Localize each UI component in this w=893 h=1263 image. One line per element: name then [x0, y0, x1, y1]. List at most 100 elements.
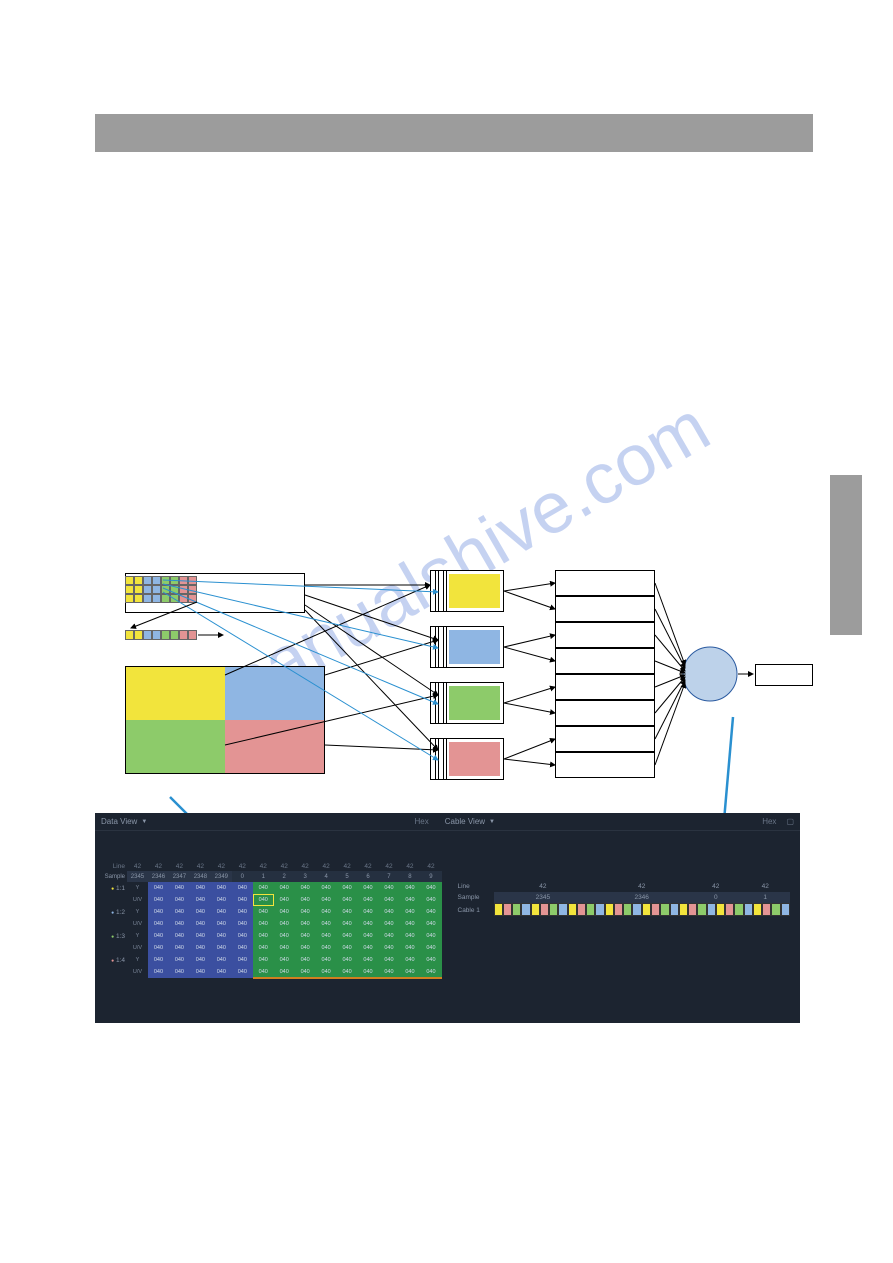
data-cell: 040: [316, 930, 337, 942]
cable-seg: [734, 903, 743, 916]
output-box: [755, 664, 813, 686]
cable-sample-cell: 0: [691, 892, 740, 903]
sub-label: U/V: [127, 894, 148, 906]
pixel-cell: [161, 630, 170, 640]
data-cell: 040: [211, 882, 232, 894]
maximize-icon[interactable]: ▢: [786, 817, 794, 826]
sample-label: Sample: [103, 871, 127, 882]
stack-row: [555, 596, 655, 622]
data-cell: 040: [399, 930, 420, 942]
line-label: Line: [103, 861, 127, 871]
pixel-cell: [179, 585, 188, 594]
data-cell: 040: [211, 930, 232, 942]
data-cell: 040: [253, 954, 274, 966]
data-cell: 040: [316, 954, 337, 966]
quad-pink: [225, 720, 324, 773]
row-label: [103, 894, 127, 906]
cable-seg: [670, 903, 679, 916]
cable-line-cell: 42: [740, 881, 790, 892]
data-cell: 040: [420, 882, 441, 894]
data-cell: 040: [420, 966, 441, 978]
sub-label: Y: [127, 906, 148, 918]
pixel-cell: [125, 585, 134, 594]
row-label: ● 1:1: [103, 882, 127, 894]
data-cell: 040: [190, 954, 211, 966]
data-cell: 040: [358, 918, 379, 930]
cable-seg: [762, 903, 771, 916]
data-cell: 040: [399, 942, 420, 954]
data-cell: 040: [379, 966, 400, 978]
pixel-cell: [161, 585, 170, 594]
cable-view-dropdown[interactable]: Cable View ▼: [445, 817, 495, 826]
pixel-cell: [125, 630, 134, 640]
data-cell: 040: [295, 942, 316, 954]
cable-seg: [605, 903, 614, 916]
cable-view-pane: Line42424242 Sample2345234601 Cable 1: [448, 831, 801, 1023]
data-cell: 040: [148, 918, 169, 930]
cable-seg: [771, 903, 780, 916]
data-view-dropdown[interactable]: Data View ▼: [101, 817, 147, 826]
data-cell: 040: [399, 954, 420, 966]
data-cell: 040: [420, 930, 441, 942]
data-cell: 040: [232, 894, 253, 906]
cable-seg: [549, 903, 558, 916]
cable-seg: [781, 903, 790, 916]
data-cell: 040: [148, 954, 169, 966]
sample-cell: 6: [358, 871, 379, 882]
pixel-cell: [134, 585, 143, 594]
line-cell: 42: [253, 861, 274, 871]
pixel-cell: [170, 585, 179, 594]
quad-yellow: [126, 667, 225, 720]
data-cell: 040: [274, 894, 295, 906]
pixel-row-bottom: [125, 630, 197, 640]
data-cell: 040: [232, 954, 253, 966]
data-cell: 040: [337, 954, 358, 966]
data-cell: 040: [295, 966, 316, 978]
data-cell: 040: [190, 930, 211, 942]
data-cell: 040: [358, 894, 379, 906]
data-view-pane: Line424242424242424242424242424242 Sampl…: [95, 831, 448, 1023]
cable-seg: [679, 903, 688, 916]
pixel-cell: [143, 576, 152, 585]
data-cell: 040: [316, 894, 337, 906]
line-cell: 42: [337, 861, 358, 871]
line-cell: 42: [316, 861, 337, 871]
data-cell: 040: [253, 894, 274, 906]
sample-cell: 3: [295, 871, 316, 882]
stack-row: [555, 622, 655, 648]
line-cell: 42: [127, 861, 148, 871]
data-cell: 040: [316, 882, 337, 894]
data-cell: 040: [295, 882, 316, 894]
cable-seg: [512, 903, 521, 916]
cable-seg: [660, 903, 669, 916]
pixel-cell: [125, 594, 134, 603]
pixel-cell: [188, 630, 197, 640]
stack-row: [555, 752, 655, 778]
data-cell: 040: [148, 942, 169, 954]
row-label: [103, 966, 127, 978]
pixel-cell: [125, 576, 134, 585]
mid-row: [430, 626, 504, 668]
hex-label-right: Hex: [762, 817, 776, 826]
data-cell: 040: [337, 942, 358, 954]
row-label: ● 1:3: [103, 930, 127, 942]
line-cell: 42: [211, 861, 232, 871]
sample-cell: 2345: [127, 871, 148, 882]
data-cell: 040: [190, 906, 211, 918]
cable-seg: [642, 903, 651, 916]
cable-table: Line42424242 Sample2345234601 Cable 1: [458, 881, 791, 916]
stack-row: [555, 648, 655, 674]
sample-cell: 7: [379, 871, 400, 882]
data-view-label: Data View: [101, 817, 137, 826]
pixel-cell: [143, 630, 152, 640]
sample-cell: 2349: [211, 871, 232, 882]
sample-cell: 5: [337, 871, 358, 882]
data-cell: 040: [274, 918, 295, 930]
data-cell: 040: [337, 930, 358, 942]
chevron-down-icon: ▼: [141, 819, 147, 825]
data-cell: 040: [190, 882, 211, 894]
sub-label: U/V: [127, 942, 148, 954]
data-cell: 040: [420, 954, 441, 966]
line-cell: 42: [420, 861, 441, 871]
cable-seg: [577, 903, 586, 916]
